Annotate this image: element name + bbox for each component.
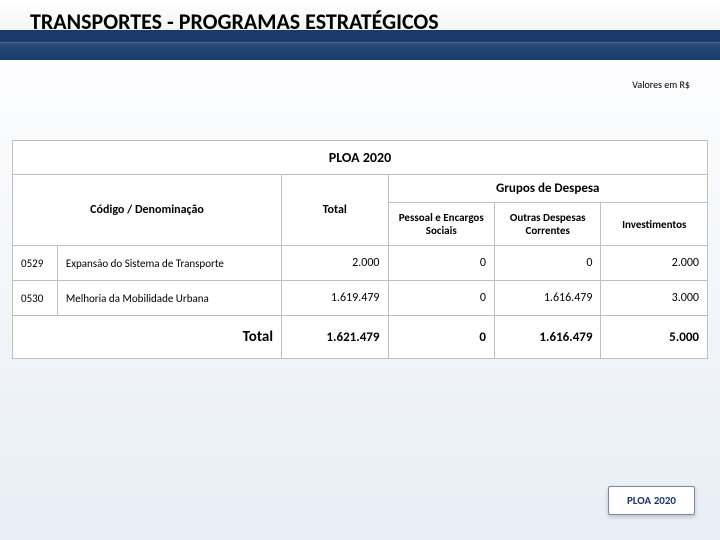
total-pessoal: 0	[388, 316, 494, 359]
outras-header: Outras Despesas Correntes	[494, 203, 600, 246]
cell-outras: 0	[494, 246, 600, 281]
cell-denom: Melhoria da Mobilidade Urbana	[57, 281, 281, 316]
cell-codigo: 0530	[13, 281, 58, 316]
grupos-header: Grupos de Despesa	[388, 175, 708, 203]
valores-label: Valores em R$	[632, 78, 690, 91]
table-row: 0529Expansão do Sistema de Transporte2.0…	[13, 246, 708, 281]
total-total: 1.621.479	[282, 316, 388, 359]
cell-pessoal: 0	[388, 246, 494, 281]
cell-denom: Expansão do Sistema de Transporte	[57, 246, 281, 281]
cell-invest: 2.000	[601, 246, 708, 281]
cell-total: 1.619.479	[282, 281, 388, 316]
cell-pessoal: 0	[388, 281, 494, 316]
ploa-header: PLOA 2020	[13, 141, 708, 175]
total-label: Total	[13, 316, 282, 359]
table-container: PLOA 2020 Código / Denominação Total Gru…	[12, 140, 708, 359]
pessoal-header: Pessoal e Encargos Sociais	[388, 203, 494, 246]
cell-codigo: 0529	[13, 246, 58, 281]
invest-header: Investimentos	[601, 203, 708, 246]
cell-outras: 1.616.479	[494, 281, 600, 316]
footer-badge: PLOA 2020	[608, 486, 695, 515]
budget-table: PLOA 2020 Código / Denominação Total Gru…	[12, 140, 708, 359]
total-invest: 5.000	[601, 316, 708, 359]
cell-total: 2.000	[282, 246, 388, 281]
codigo-denom-header: Código / Denominação	[13, 175, 282, 246]
total-outras: 1.616.479	[494, 316, 600, 359]
total-header: Total	[282, 175, 388, 246]
table-row: 0530Melhoria da Mobilidade Urbana1.619.4…	[13, 281, 708, 316]
total-row: Total1.621.47901.616.4795.000	[13, 316, 708, 359]
page-title: TRANSPORTES - PROGRAMAS ESTRATÉGICOS	[30, 8, 439, 35]
title-underline	[0, 42, 720, 60]
title-bar: TRANSPORTES - PROGRAMAS ESTRATÉGICOS	[0, 0, 720, 60]
cell-invest: 3.000	[601, 281, 708, 316]
